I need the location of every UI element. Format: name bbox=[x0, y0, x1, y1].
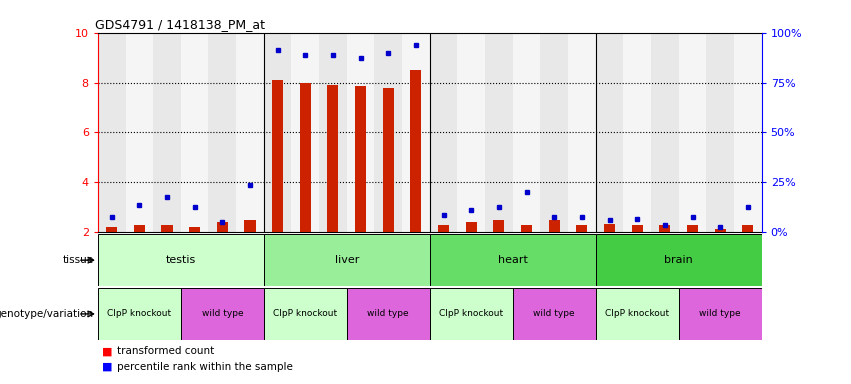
Bar bbox=[596, 234, 762, 286]
Text: ClpP knockout: ClpP knockout bbox=[107, 310, 171, 318]
Text: transformed count: transformed count bbox=[117, 346, 214, 356]
Bar bbox=[402, 33, 430, 232]
Text: wild type: wild type bbox=[202, 310, 243, 318]
Bar bbox=[162, 225, 173, 232]
Text: wild type: wild type bbox=[534, 310, 575, 318]
Text: ■: ■ bbox=[102, 362, 112, 372]
Bar bbox=[512, 33, 540, 232]
Bar bbox=[217, 222, 228, 232]
Text: ClpP knockout: ClpP knockout bbox=[273, 310, 337, 318]
Text: GDS4791 / 1418138_PM_at: GDS4791 / 1418138_PM_at bbox=[94, 18, 265, 31]
Bar bbox=[291, 33, 319, 232]
Bar bbox=[264, 33, 291, 232]
Bar bbox=[679, 288, 762, 340]
Bar bbox=[346, 33, 374, 232]
Text: genotype/variation: genotype/variation bbox=[0, 309, 94, 319]
Bar bbox=[98, 234, 264, 286]
Bar bbox=[180, 33, 208, 232]
Text: ■: ■ bbox=[102, 346, 112, 356]
Bar bbox=[660, 225, 671, 232]
Bar bbox=[678, 33, 706, 232]
Bar bbox=[383, 88, 394, 232]
Bar bbox=[106, 227, 117, 232]
Bar bbox=[549, 220, 560, 232]
Bar bbox=[430, 288, 512, 340]
Text: percentile rank within the sample: percentile rank within the sample bbox=[117, 362, 293, 372]
Bar bbox=[540, 33, 568, 232]
Bar bbox=[651, 33, 678, 232]
Bar bbox=[604, 223, 615, 232]
Bar bbox=[272, 80, 283, 232]
Bar bbox=[374, 33, 402, 232]
Bar bbox=[465, 222, 477, 232]
Bar bbox=[189, 227, 200, 232]
Bar bbox=[180, 288, 264, 340]
Bar bbox=[319, 33, 346, 232]
Text: heart: heart bbox=[498, 255, 528, 265]
Text: ClpP knockout: ClpP knockout bbox=[605, 310, 669, 318]
Bar bbox=[623, 33, 651, 232]
Bar bbox=[264, 234, 430, 286]
Text: ClpP knockout: ClpP knockout bbox=[439, 310, 503, 318]
Text: liver: liver bbox=[334, 255, 359, 265]
Bar bbox=[457, 33, 485, 232]
Bar bbox=[236, 33, 264, 232]
Bar bbox=[734, 33, 762, 232]
Bar bbox=[576, 225, 587, 232]
Bar bbox=[430, 33, 457, 232]
Bar bbox=[244, 220, 255, 232]
Bar bbox=[98, 33, 126, 232]
Bar bbox=[596, 33, 623, 232]
Bar bbox=[134, 225, 145, 232]
Bar bbox=[596, 288, 679, 340]
Bar bbox=[715, 228, 726, 232]
Bar bbox=[208, 33, 236, 232]
Bar bbox=[328, 85, 339, 232]
Bar bbox=[521, 225, 532, 232]
Bar bbox=[631, 225, 643, 232]
Bar bbox=[438, 225, 449, 232]
Text: wild type: wild type bbox=[700, 310, 741, 318]
Bar bbox=[568, 33, 596, 232]
Bar bbox=[347, 288, 430, 340]
Bar bbox=[706, 33, 734, 232]
Bar bbox=[355, 86, 366, 232]
Bar bbox=[300, 83, 311, 232]
Bar bbox=[430, 234, 596, 286]
Bar bbox=[485, 33, 512, 232]
Text: testis: testis bbox=[166, 255, 196, 265]
Bar bbox=[126, 33, 153, 232]
Text: wild type: wild type bbox=[368, 310, 409, 318]
Bar bbox=[153, 33, 180, 232]
Bar bbox=[494, 220, 505, 232]
Bar bbox=[410, 70, 421, 232]
Text: tissue: tissue bbox=[62, 255, 94, 265]
Bar bbox=[98, 288, 180, 340]
Text: brain: brain bbox=[665, 255, 693, 265]
Bar bbox=[264, 288, 347, 340]
Bar bbox=[512, 288, 596, 340]
Bar bbox=[687, 225, 698, 232]
Bar bbox=[742, 225, 753, 232]
